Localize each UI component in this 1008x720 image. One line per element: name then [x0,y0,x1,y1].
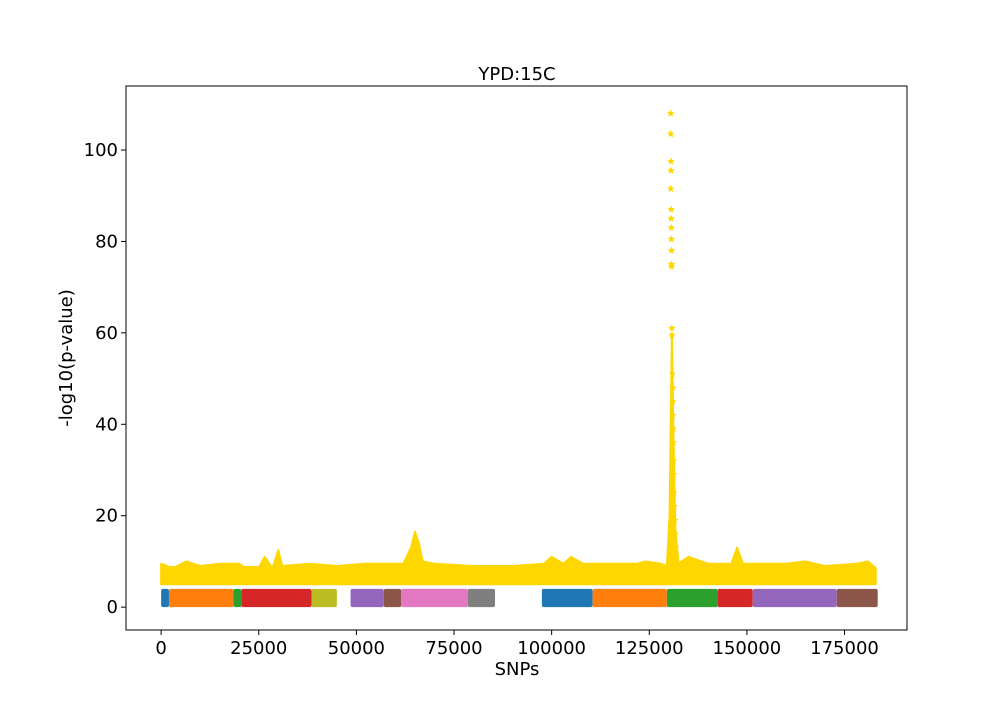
chromosome-band [666,588,718,608]
chromosome-band [401,588,468,608]
chromosome-band [311,588,337,608]
chromosome-band [233,588,242,608]
significance-point [667,235,676,243]
x-tick-label: 25000 [230,638,287,659]
x-tick-label: 150000 [713,638,782,659]
significance-point [668,411,677,419]
significance-point [669,424,677,433]
significance-point [670,488,678,497]
chromosome-band [161,588,169,608]
significance-point [671,530,679,538]
chromosome-band [592,588,667,608]
y-tick-label: 20 [95,506,118,527]
chromosome-band [350,588,384,608]
x-axis-label: SNPs [495,659,540,680]
chromosome-band [241,588,312,608]
x-axis: 0 25000 50000 75000 100000 125000 150000 175000 [155,630,879,659]
significance-point [667,166,675,174]
x-tick-label: 125000 [615,638,684,659]
significance-point [667,214,675,222]
significance-point [668,324,676,332]
x-tick-label: 175000 [810,638,879,659]
significance-point [671,543,680,551]
significance-point [667,157,675,165]
chromosome-band-layer [161,588,878,608]
significance-point [670,516,679,524]
y-axis-label: -log10(p-value) [56,289,77,427]
significance-point [667,223,676,231]
plot-frame [125,85,908,631]
significance-point [666,184,675,193]
significance-point [667,205,675,213]
chromosome-band [383,588,402,608]
chromosome-band [836,588,878,608]
significance-point [668,383,677,391]
significance-point [669,470,678,478]
chromosome-band [467,588,496,608]
significance-point [669,456,678,465]
significance-point [669,438,677,446]
significance-point [666,109,675,117]
significance-point [668,331,676,339]
x-tick-label: 75000 [425,638,482,659]
significance-point [668,397,677,405]
significance-point [666,130,675,138]
significance-envelope [160,331,877,586]
x-tick-label: 0 [155,638,166,659]
significance-point [670,502,679,510]
chromosome-band [168,588,234,608]
y-tick-label: 0 [107,597,118,618]
x-tick-label: 100000 [517,638,586,659]
y-tick-label: 100 [84,140,118,161]
y-tick-label: 80 [95,231,118,252]
significance-point [667,246,676,254]
significance-layer [160,109,877,586]
significance-point [668,370,677,378]
x-tick-label: 50000 [328,638,385,659]
chromosome-band [717,588,753,608]
y-axis: 0 20 40 60 80 100 [84,140,126,618]
chromosome-band [541,588,593,608]
chart-title: YPD:15C [477,64,555,85]
y-tick-label: 40 [95,414,118,435]
y-tick-label: 60 [95,323,118,344]
chromosome-band [752,588,837,608]
significance-point [667,262,676,270]
